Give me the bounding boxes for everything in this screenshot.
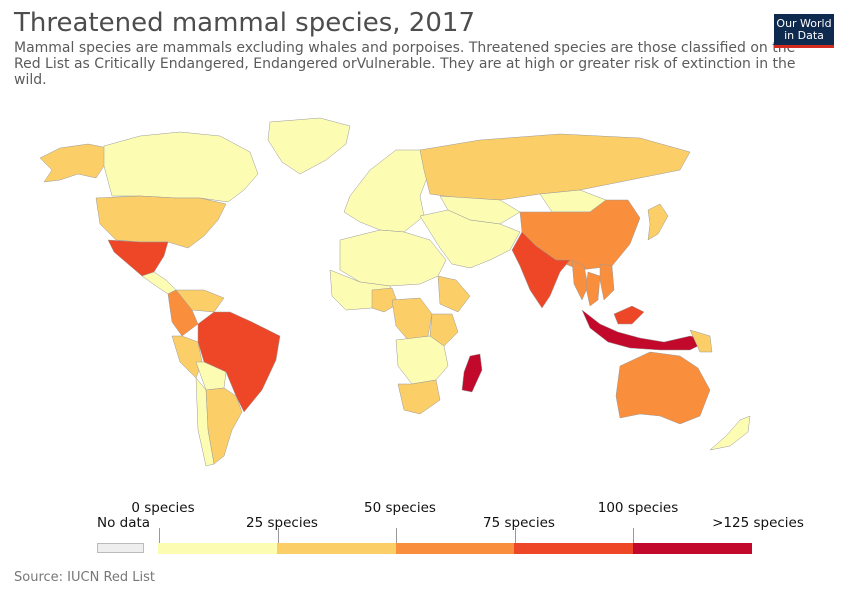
region-japan[interactable]	[647, 203, 669, 241]
region-middle-east[interactable]	[419, 209, 521, 269]
region-peru[interactable]	[171, 335, 203, 379]
logo-line-2: in Data	[784, 29, 824, 42]
page-subtitle: Mammal species are mammals excluding wha…	[14, 40, 796, 88]
legend-tick	[396, 528, 397, 544]
legend-tick	[159, 528, 160, 544]
region-united-states[interactable]	[95, 195, 227, 249]
legend-swatch-0	[158, 543, 277, 554]
region-europe[interactable]	[343, 149, 431, 233]
legend-label-0: 0 species	[131, 500, 195, 516]
region-mexico[interactable]	[107, 239, 169, 277]
region-thailand[interactable]	[585, 271, 601, 307]
region-greenland[interactable]	[267, 117, 351, 175]
legend-label-100: 100 species	[597, 500, 679, 516]
legend-tick	[633, 528, 634, 544]
legend-swatch-3	[514, 543, 634, 554]
region-nigeria[interactable]	[371, 287, 399, 313]
legend-no-data-swatch	[97, 543, 144, 553]
legend-tick	[515, 528, 516, 544]
region-malaysia[interactable]	[613, 305, 645, 325]
owid-logo[interactable]: Our World in Data	[774, 14, 834, 48]
legend-label-50: 50 species	[364, 500, 436, 516]
region-new-zealand[interactable]	[709, 415, 751, 451]
region-myanmar[interactable]	[571, 259, 589, 301]
region-india[interactable]	[511, 231, 571, 309]
legend-no-data-label: No data	[97, 515, 151, 531]
region-chile[interactable]	[195, 377, 215, 467]
region-canada[interactable]	[103, 131, 259, 203]
region-russia[interactable]	[419, 133, 691, 201]
legend-tick	[278, 528, 279, 544]
source-note: Source: IUCN Red List	[14, 570, 156, 585]
region-south-africa[interactable]	[397, 379, 441, 415]
region-ethiopia[interactable]	[437, 275, 471, 313]
region-bolivia[interactable]	[195, 361, 227, 391]
region-dr-congo[interactable]	[391, 297, 433, 341]
legend-swatch-4	[633, 543, 752, 554]
legend-label-75: 75 species	[483, 515, 555, 531]
region-madagascar[interactable]	[461, 353, 483, 393]
legend-label-25: 25 species	[246, 515, 318, 531]
world-map	[0, 100, 850, 470]
region-vietnam[interactable]	[599, 263, 615, 301]
logo-line-1: Our World	[776, 17, 832, 30]
region-central-america[interactable]	[141, 271, 177, 295]
page-title: Threatened mammal species, 2017	[14, 8, 475, 38]
region-papua-new-guinea[interactable]	[689, 329, 713, 353]
region-australia[interactable]	[615, 351, 711, 425]
legend-label-125: >125 species	[712, 515, 804, 531]
legend-swatch-1	[276, 543, 396, 554]
legend-color-bar	[158, 543, 752, 554]
region-tanzania[interactable]	[429, 313, 459, 347]
legend-swatch-2	[395, 543, 515, 554]
region-southern-africa[interactable]	[395, 335, 449, 385]
region-alaska[interactable]	[39, 143, 109, 183]
region-north-africa[interactable]	[339, 229, 447, 287]
world-map-svg	[39, 117, 751, 467]
